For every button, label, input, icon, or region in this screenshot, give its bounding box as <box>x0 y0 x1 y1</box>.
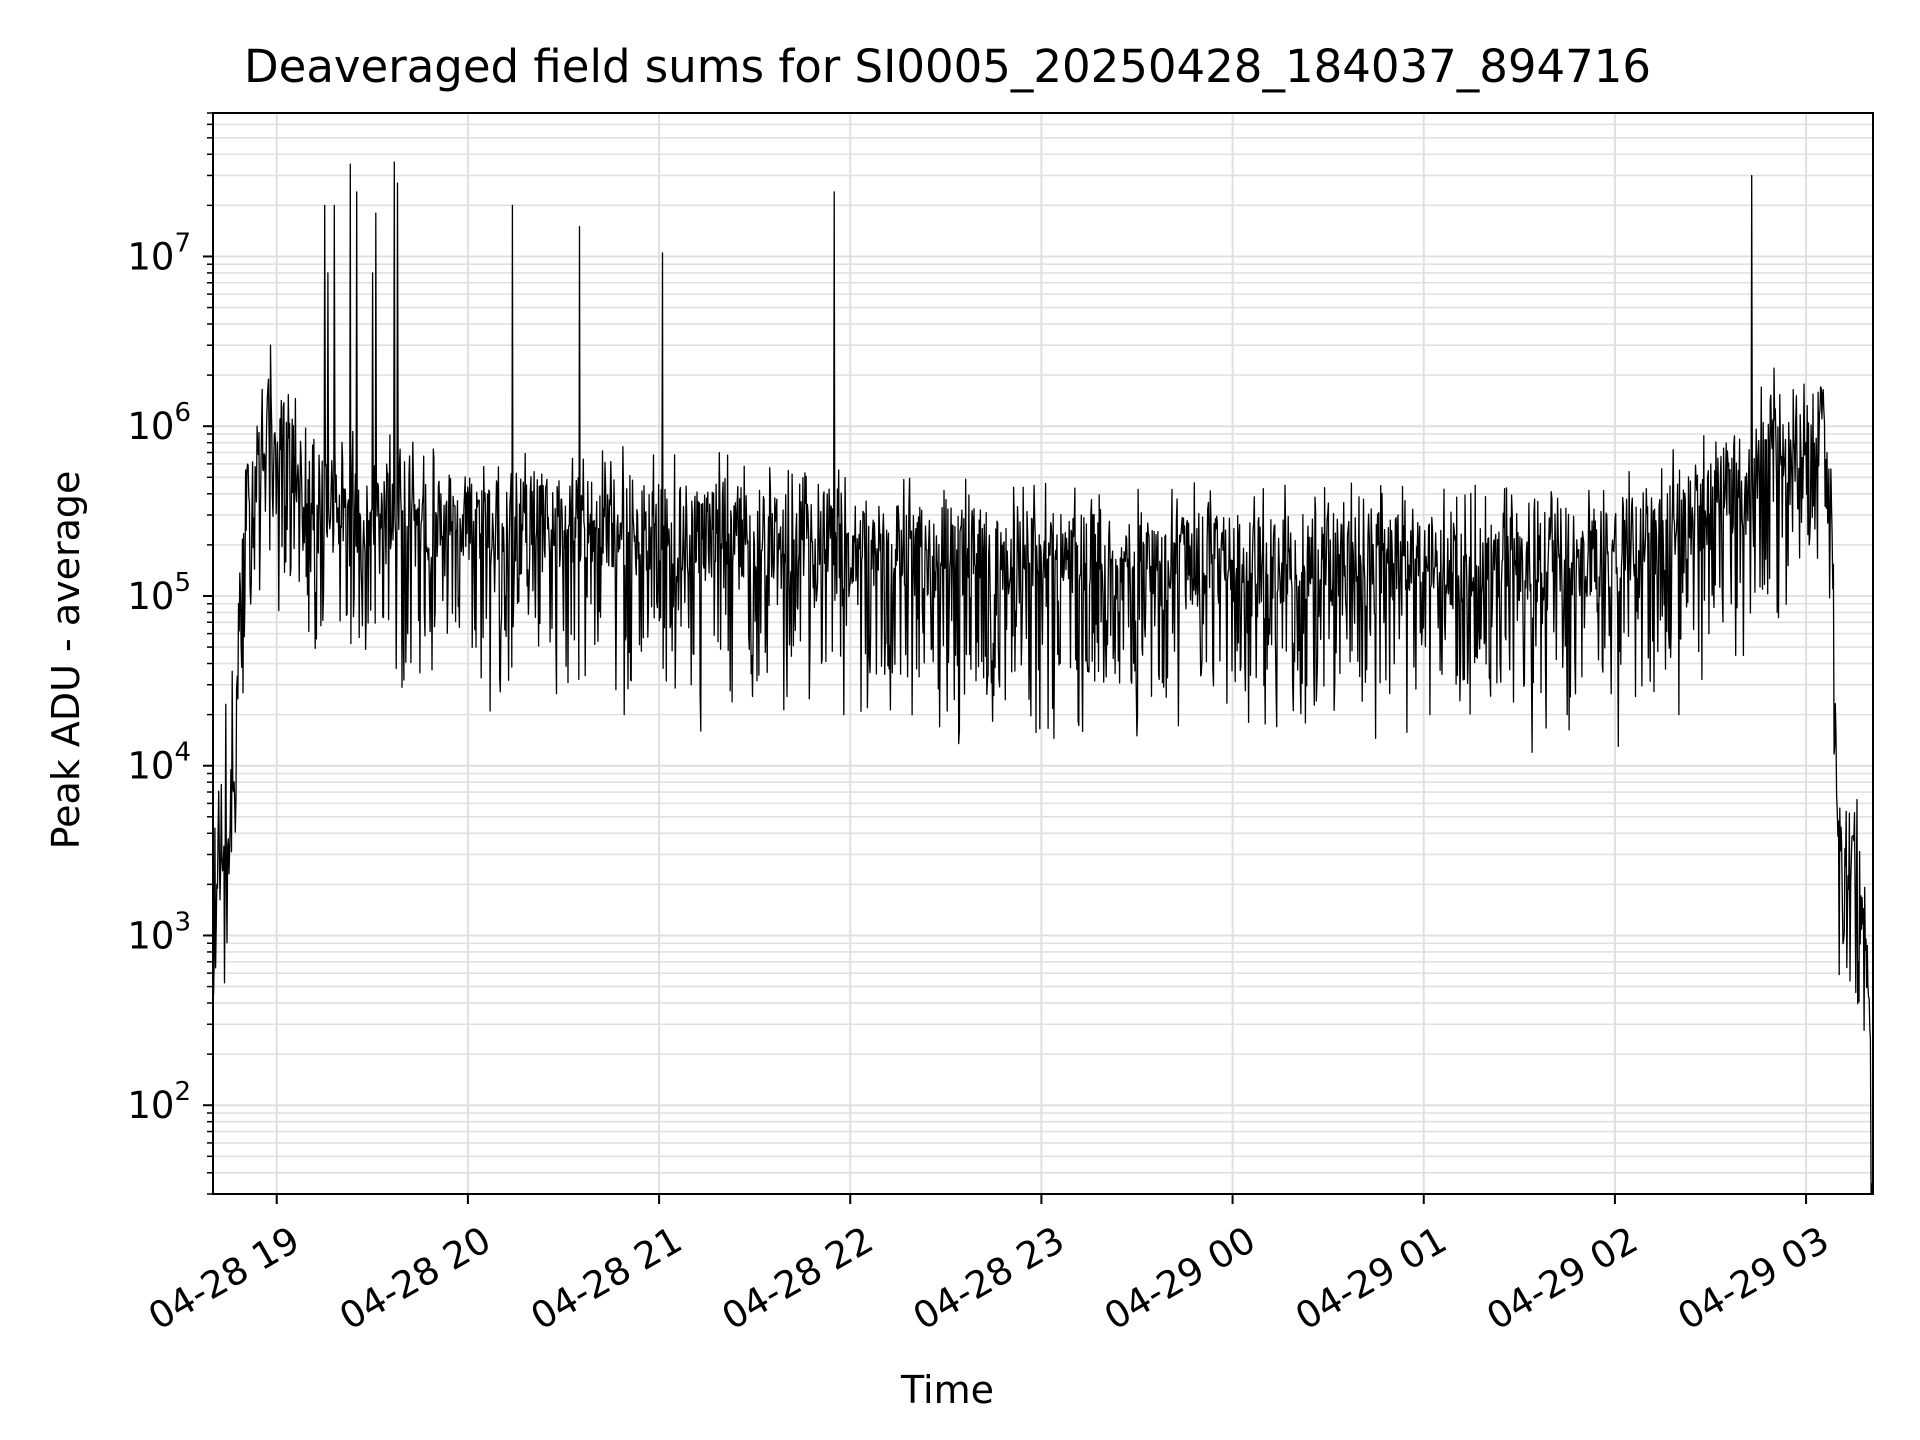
x-tick-label: 04-28 19 <box>141 1218 307 1338</box>
y-tick-label: 102 <box>127 1077 191 1127</box>
x-tick-label: 04-29 02 <box>1479 1218 1645 1338</box>
x-axis-label: Time <box>901 1368 994 1412</box>
x-tick-label: 04-28 21 <box>524 1218 690 1338</box>
series-line <box>212 161 1874 1195</box>
chart-title: Deaveraged field sums for SI0005_2025042… <box>243 40 1652 93</box>
x-tick-label: 04-28 23 <box>906 1218 1072 1338</box>
y-tick-label: 103 <box>127 907 191 957</box>
y-tick-label: 107 <box>127 228 191 278</box>
grid <box>213 112 1873 1195</box>
series-layer <box>212 161 1874 1195</box>
y-tick-label: 105 <box>127 568 191 618</box>
plot-frame <box>212 112 1874 1195</box>
y-tick-label: 104 <box>127 738 191 788</box>
x-tick-label: 04-29 00 <box>1097 1218 1263 1338</box>
x-tick-label: 04-29 03 <box>1671 1218 1837 1338</box>
x-tick-label: 04-29 01 <box>1288 1218 1454 1338</box>
x-tick-label: 04-28 22 <box>715 1218 881 1338</box>
x-tick-label: 04-28 20 <box>332 1218 498 1338</box>
y-tick-label: 106 <box>127 398 191 448</box>
